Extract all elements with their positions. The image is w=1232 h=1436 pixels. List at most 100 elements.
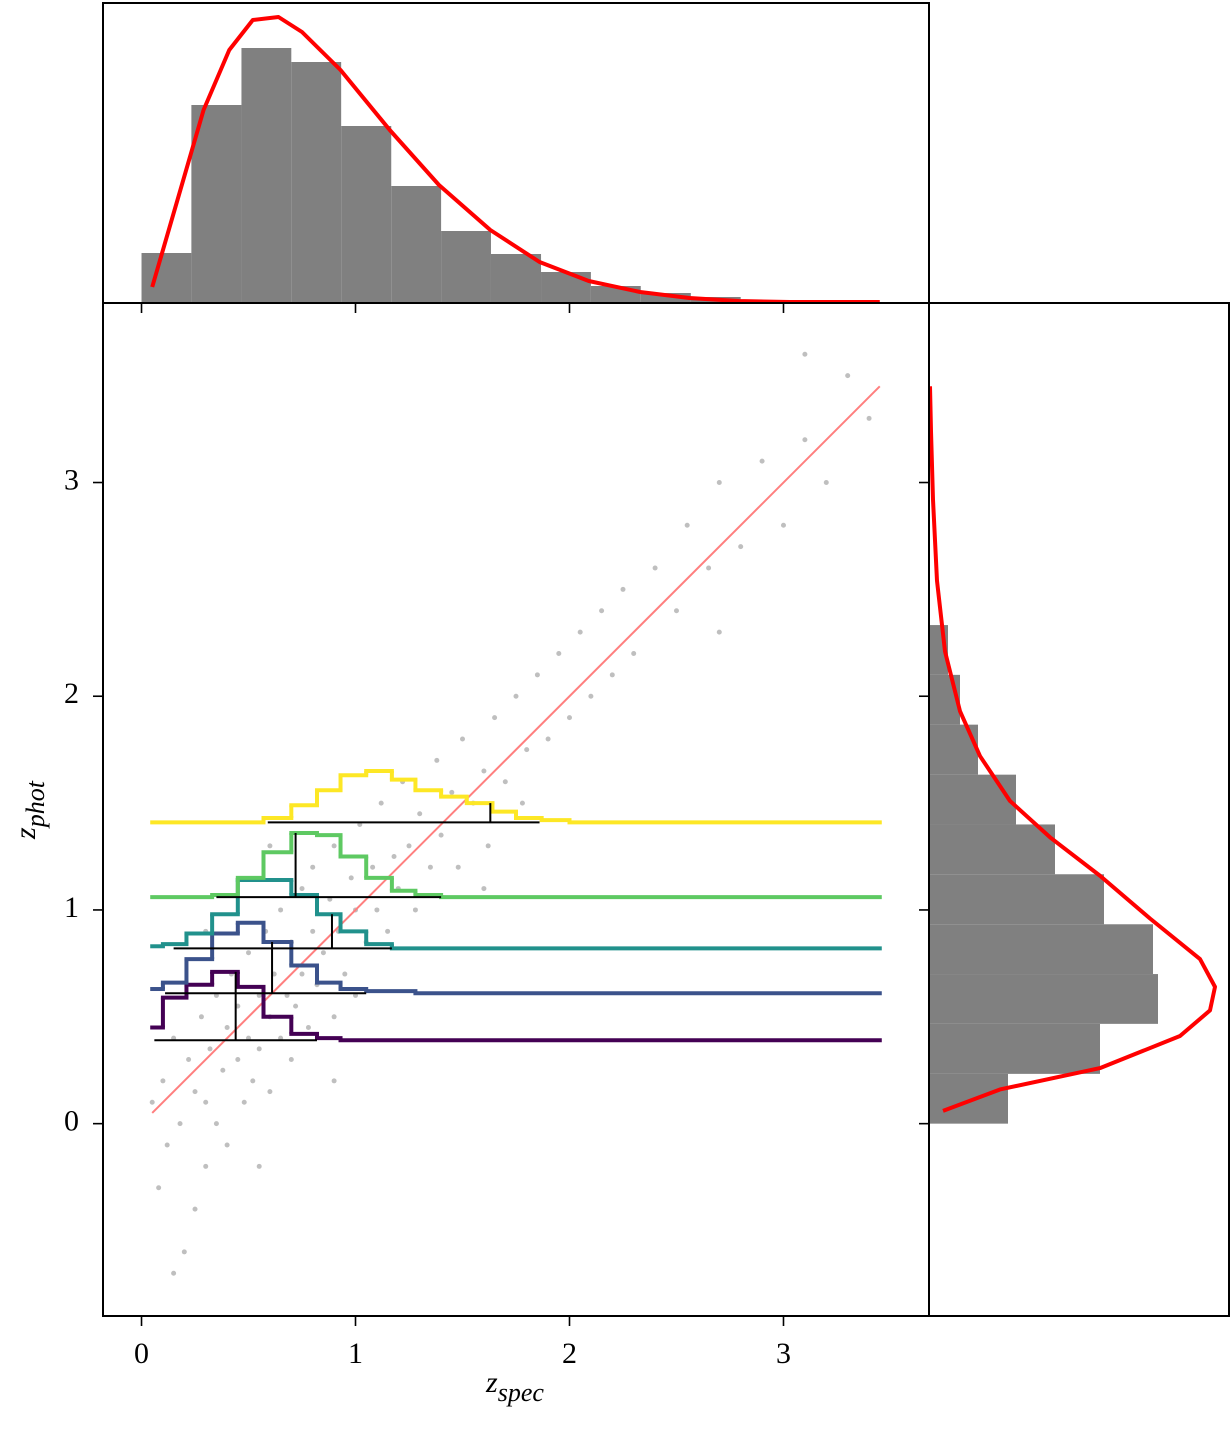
- scatter-point: [599, 608, 605, 614]
- scatter-point: [331, 843, 337, 849]
- scatter-point: [609, 672, 615, 678]
- scatter-point: [267, 1089, 273, 1095]
- scatter-point: [438, 832, 444, 838]
- scatter-point: [192, 1206, 198, 1212]
- histogram-bar: [391, 186, 442, 303]
- scatter-point: [156, 1185, 162, 1191]
- scatter-point: [556, 650, 562, 656]
- scatter-point: [802, 437, 808, 443]
- histogram-bar: [929, 824, 1055, 875]
- x-tick-label: 2: [562, 1337, 577, 1370]
- x-axis-label: zspec: [485, 1366, 544, 1407]
- histogram-bar: [929, 874, 1104, 925]
- scatter-point: [481, 768, 487, 774]
- scatter-point: [485, 843, 491, 849]
- histogram-bar: [341, 126, 392, 303]
- scatter-point: [310, 928, 316, 934]
- x-tick-label: 1: [348, 1337, 363, 1370]
- scatter-point: [348, 875, 354, 881]
- y-tick-label: 3: [64, 463, 79, 496]
- scatter-point: [631, 650, 637, 656]
- histogram-bar: [241, 48, 292, 303]
- scatter-point: [823, 480, 829, 486]
- scatter-point: [256, 1163, 262, 1169]
- scatter-point: [198, 1014, 204, 1020]
- scatter-point: [427, 864, 433, 870]
- scatter-point: [299, 886, 305, 892]
- scatter-point: [186, 1057, 192, 1063]
- scatter-point: [534, 672, 540, 678]
- scatter-point: [267, 843, 273, 849]
- scatter-point: [374, 907, 380, 913]
- scatter-point: [460, 736, 466, 742]
- scatter-point: [370, 864, 376, 870]
- scatter-point: [160, 1078, 166, 1084]
- scatter-point: [434, 757, 440, 763]
- scatter-point: [391, 854, 397, 860]
- scatter-point: [716, 629, 722, 635]
- scatter-point: [278, 907, 284, 913]
- scatter-point: [652, 565, 658, 571]
- scatter-point: [378, 800, 384, 806]
- scatter-point: [545, 736, 551, 742]
- scatter-point: [224, 1024, 230, 1030]
- scatter-point: [385, 928, 391, 934]
- scatter-point: [513, 693, 519, 699]
- x-tick-label: 3: [776, 1337, 791, 1370]
- scatter-point: [455, 864, 461, 870]
- scatter-point: [492, 715, 498, 721]
- x-label-subscript: spec: [498, 1378, 545, 1407]
- scatter-point: [738, 544, 744, 550]
- scatter-point: [246, 950, 252, 956]
- scatter-point: [224, 1142, 230, 1148]
- scatter-point: [241, 1099, 247, 1105]
- scatter-point: [449, 789, 455, 795]
- scatter-point: [171, 1270, 177, 1276]
- histogram-bar: [929, 974, 1158, 1024]
- histogram-bar: [929, 1073, 1008, 1124]
- scatter-point: [620, 586, 626, 592]
- histogram-bar: [490, 254, 542, 303]
- density-curve: [150, 15, 880, 304]
- scatter-point: [802, 351, 808, 357]
- histogram-bar: [929, 1023, 1100, 1074]
- axes-frame: [102, 302, 930, 1317]
- histogram-bar: [640, 293, 691, 303]
- y-axis-label: zphot: [9, 780, 50, 840]
- y-tick-label: 1: [64, 891, 79, 924]
- scatter-point: [502, 779, 508, 785]
- scatter-point: [577, 629, 583, 635]
- scatter-point: [566, 715, 572, 721]
- y-label-subscript: phot: [21, 780, 50, 829]
- scatter-point: [481, 886, 487, 892]
- scatter-point: [673, 608, 679, 614]
- scatter-point: [716, 480, 722, 486]
- diagonal-line: [151, 385, 881, 1114]
- axes-frame: [102, 2, 930, 304]
- y-tick-label: 2: [64, 677, 79, 710]
- scatter-point: [181, 1249, 187, 1255]
- scatter-point: [320, 950, 326, 956]
- scatter-point: [256, 1046, 262, 1052]
- histogram-bar: [929, 924, 1153, 975]
- histogram-bar: [441, 231, 491, 303]
- scatter-point: [412, 907, 418, 913]
- scatter-point: [305, 1024, 311, 1030]
- x-tick-label: 0: [134, 1337, 149, 1370]
- scatter-point: [203, 1163, 209, 1169]
- histogram-bar: [291, 62, 342, 303]
- y-label-symbol: z: [9, 827, 42, 840]
- scatter-point: [684, 522, 690, 528]
- axes-frame: [928, 302, 1230, 1317]
- scatter-point: [177, 1121, 183, 1127]
- scatter-point: [293, 1003, 299, 1009]
- scatter-point: [519, 800, 525, 806]
- scatter-point: [706, 565, 712, 571]
- scatter-point: [331, 1078, 337, 1084]
- histogram-bar: [541, 272, 591, 303]
- scatter-point: [759, 458, 765, 464]
- x-label-symbol: z: [485, 1366, 498, 1399]
- scatter-point: [845, 373, 851, 379]
- scatter-point: [780, 522, 786, 528]
